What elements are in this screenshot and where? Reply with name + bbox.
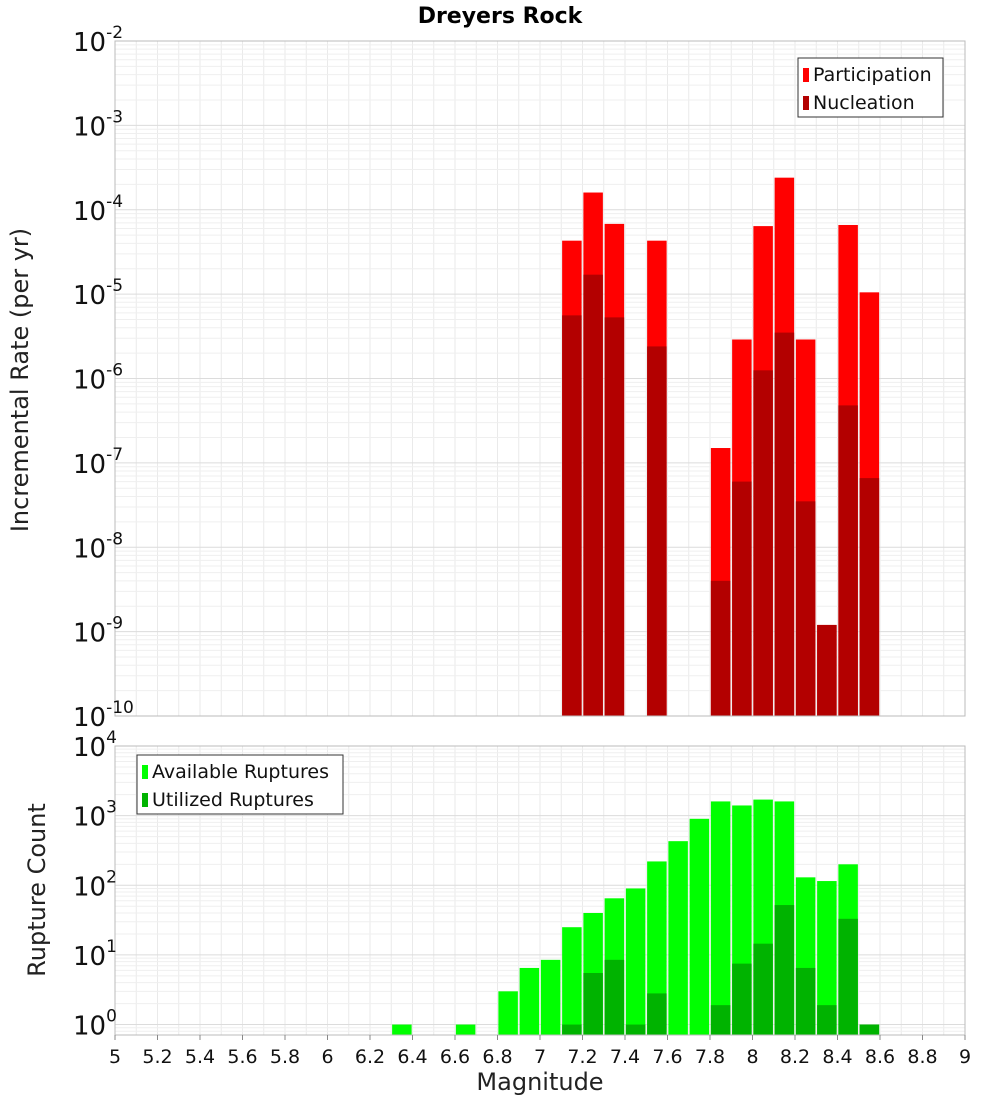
- y-tick-label: 101: [73, 937, 117, 972]
- bar: [859, 478, 880, 716]
- legend-box: [136, 754, 344, 815]
- bar: [838, 405, 858, 716]
- x-tick-label: 6: [321, 1046, 333, 1068]
- top-panel: 10-10 10-9 10-8 10-7 10-6 10-5 10-4 10-3 10-2 Par…: [73, 23, 966, 733]
- y-tick-label: 10-5: [73, 276, 123, 311]
- x-tick-label: 7.6: [652, 1046, 682, 1068]
- x-tick-label: 6.2: [355, 1046, 385, 1068]
- bar: [625, 1024, 646, 1035]
- y-tick-label: 10-2: [73, 23, 123, 58]
- bar: [859, 1024, 880, 1035]
- bar: [540, 959, 561, 1035]
- x-tick-label: 5.4: [185, 1046, 215, 1068]
- bottom-panel: 100 101 102 103 104 5 5.2 5.4 5.6 5.8 6 6.2 6.4 6.6 6.…: [73, 728, 971, 1068]
- y-tick-label: 102: [73, 867, 117, 902]
- legend-label: Available Ruptures: [152, 761, 329, 783]
- bar: [455, 1024, 476, 1035]
- bar: [817, 881, 837, 1035]
- y-tick-label: 10-9: [73, 614, 123, 649]
- bar: [710, 801, 731, 1035]
- bar: [817, 624, 837, 716]
- bar: [647, 346, 667, 716]
- bottom-series-utilized-ruptures: [562, 905, 880, 1035]
- x-tick-label: 7.4: [610, 1046, 640, 1068]
- top-y-axis-label: Incremental Rate (per yr): [6, 228, 34, 532]
- x-tick-label: 5.2: [142, 1046, 172, 1068]
- bottom-y-axis-label: Rupture Count: [23, 803, 51, 977]
- bar: [753, 943, 773, 1035]
- bar: [689, 818, 710, 1035]
- x-tick-label: 6.8: [482, 1046, 512, 1068]
- legend-swatch: [803, 68, 809, 82]
- x-tick-label: 8.6: [865, 1046, 895, 1068]
- legend-label: Utilized Ruptures: [152, 789, 314, 811]
- x-tick-label: 8.2: [780, 1046, 810, 1068]
- y-tick-label: 10-4: [73, 192, 123, 227]
- bar: [753, 370, 773, 716]
- y-tick-label: 10-3: [73, 107, 123, 142]
- y-tick-label: 10-10: [73, 698, 134, 733]
- bar: [774, 905, 795, 1035]
- bar: [583, 274, 603, 716]
- x-tick-label: 7: [534, 1046, 546, 1068]
- bar: [710, 580, 731, 716]
- x-tick-label: 5: [109, 1046, 121, 1068]
- chart-title: Dreyers Rock: [418, 4, 584, 29]
- top-plot-frame: [114, 40, 966, 717]
- x-tick-label: 7.2: [567, 1046, 597, 1068]
- bar: [562, 927, 582, 1035]
- bar: [710, 1005, 731, 1035]
- bar: [817, 1005, 837, 1035]
- legend-label: Nucleation: [813, 92, 915, 114]
- bar: [647, 861, 667, 1035]
- x-axis-label: Magnitude: [476, 1068, 603, 1096]
- x-tick-label: 8.8: [907, 1046, 937, 1068]
- bar: [519, 967, 540, 1035]
- bottom-legend: Available Ruptures Utilized Ruptures: [136, 754, 344, 815]
- bar: [562, 315, 582, 716]
- x-tick-label: 8.4: [822, 1046, 852, 1068]
- x-tick-label: 5.6: [227, 1046, 257, 1068]
- bar: [604, 959, 625, 1035]
- x-tick-label: 8: [746, 1046, 758, 1068]
- legend-box: [797, 57, 944, 118]
- bar: [647, 993, 667, 1035]
- y-tick-label: 10-7: [73, 445, 123, 480]
- bar: [625, 888, 646, 1035]
- top-legend: Participation Nucleation: [797, 57, 944, 118]
- bar: [795, 501, 816, 716]
- x-tick-label: 7.8: [695, 1046, 725, 1068]
- bar: [795, 967, 816, 1035]
- x-tick-label: 5.8: [270, 1046, 300, 1068]
- legend-swatch: [142, 765, 148, 779]
- bar: [732, 963, 752, 1035]
- legend-label: Participation: [813, 64, 932, 86]
- bar: [562, 1024, 582, 1035]
- y-tick-label: 100: [73, 1007, 117, 1042]
- legend-swatch: [803, 96, 809, 110]
- x-tick-label: 9: [959, 1046, 971, 1068]
- y-tick-label: 10-6: [73, 361, 123, 396]
- y-tick-label: 103: [73, 798, 117, 833]
- bar: [668, 841, 688, 1035]
- x-tick-label: 6.4: [397, 1046, 427, 1068]
- y-tick-label: 10-8: [73, 529, 123, 564]
- top-grid: [114, 41, 966, 717]
- bar: [604, 317, 625, 716]
- x-tick-label: 6.6: [440, 1046, 470, 1068]
- top-series-nucleation: [562, 274, 880, 716]
- bar: [838, 918, 858, 1035]
- bar: [498, 991, 518, 1035]
- bar: [583, 972, 603, 1035]
- bar: [392, 1024, 412, 1035]
- bar: [732, 481, 752, 716]
- bar: [774, 332, 795, 716]
- y-tick-label: 104: [73, 728, 117, 763]
- legend-swatch: [142, 793, 148, 807]
